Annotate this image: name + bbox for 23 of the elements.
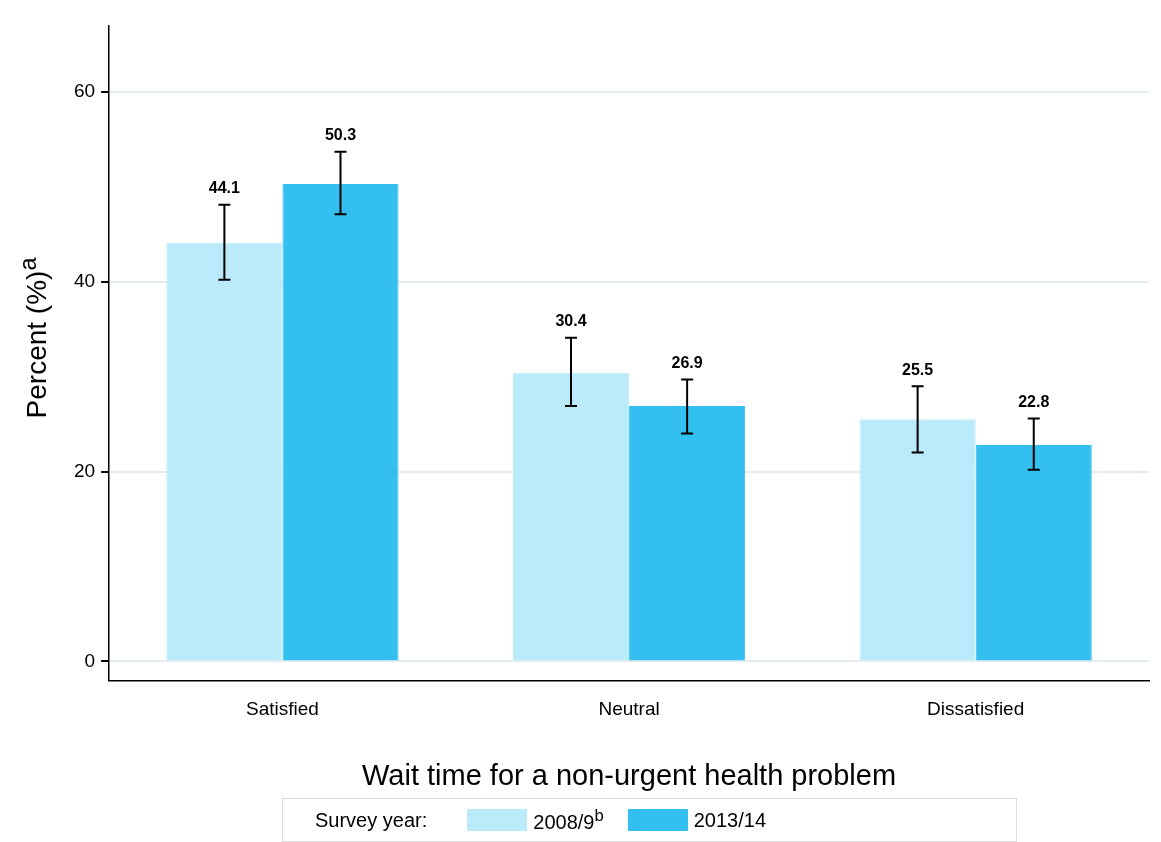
y-tick-label: 20 [73, 459, 96, 481]
x-axis-title: Wait time for a non-urgent health problem [362, 758, 897, 791]
data-label: 50.3 [324, 126, 357, 144]
bar [859, 419, 976, 661]
x-tick-label: Dissatisfied [927, 698, 1025, 720]
x-tick-label: Neutral [598, 698, 660, 720]
legend-title: Survey year: [315, 808, 428, 832]
data-label: 26.9 [671, 353, 703, 371]
bar [166, 242, 283, 661]
data-label: 30.4 [555, 312, 587, 330]
legend-label: 2013/14 [693, 808, 766, 832]
data-label: 44.1 [208, 179, 241, 197]
y-tick-label: 60 [73, 80, 96, 102]
legend-label: 2008/9$^{b}$ [533, 806, 604, 834]
bar [975, 444, 1092, 661]
data-label: 25.5 [902, 360, 934, 378]
bar [282, 183, 399, 661]
x-tick-label: Satisfied [246, 698, 319, 720]
bar [512, 372, 630, 661]
y-tick-label: 40 [73, 269, 96, 291]
bar [629, 406, 746, 661]
data-label: 22.8 [1018, 392, 1050, 410]
y-tick-label: 0 [84, 649, 96, 671]
